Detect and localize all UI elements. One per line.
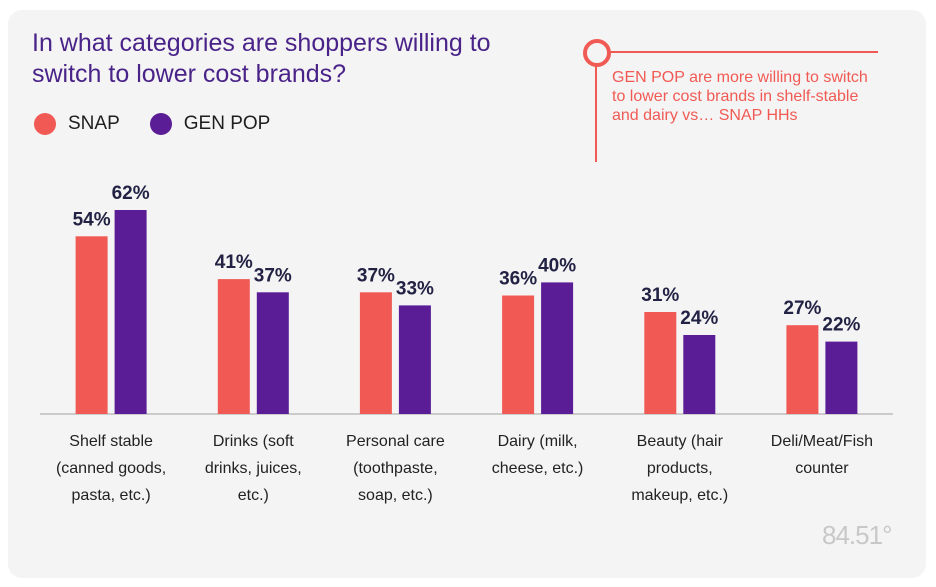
legend: SNAP GEN POP <box>34 113 300 135</box>
value-label-snap-3: 36% <box>499 269 537 290</box>
chart-title: In what categories are shoppers willing … <box>32 29 491 88</box>
legend-label-snap: SNAP <box>68 113 120 134</box>
bar-genpop-2 <box>398 305 431 414</box>
bar-genpop-5 <box>825 341 858 414</box>
category-label-4-line-1: products, <box>647 460 713 477</box>
brand-logo: 84.51° <box>822 520 892 550</box>
value-label-snap-5: 27% <box>783 298 821 319</box>
value-label-genpop-5: 22% <box>822 315 860 336</box>
legend-swatch-genpop <box>149 113 172 135</box>
value-label-genpop-4: 24% <box>680 308 718 329</box>
bar-snap-4 <box>644 312 677 414</box>
legend-item-genpop: GEN POP <box>149 113 271 135</box>
category-label-0-line-0: Shelf stable <box>69 433 153 450</box>
value-label-snap-1: 41% <box>215 252 253 273</box>
bar-genpop-0 <box>114 210 147 414</box>
value-label-genpop-1: 37% <box>254 265 292 286</box>
category-label-5-line-0: Deli/Meat/Fish <box>771 433 873 450</box>
category-label-1-line-1: drinks, juices, <box>205 460 302 477</box>
bar-genpop-3 <box>541 282 574 414</box>
bar-genpop-4 <box>683 335 716 414</box>
bar-snap-2 <box>359 292 392 414</box>
legend-swatch-snap <box>34 113 56 135</box>
category-label-0-line-2: pasta, etc.) <box>72 487 151 504</box>
bar-snap-0 <box>75 236 108 414</box>
value-label-genpop-2: 33% <box>396 278 434 299</box>
bar-snap-5 <box>786 325 819 414</box>
bar-snap-3 <box>502 295 535 414</box>
callout-connector <box>595 66 597 162</box>
category-label-2-line-2: soap, etc.) <box>358 487 433 504</box>
category-label-3-line-0: Dairy (milk, <box>498 433 578 450</box>
callout-line <box>606 51 878 53</box>
value-label-snap-2: 37% <box>357 265 395 286</box>
category-label-1-line-0: Drinks (soft <box>213 433 294 450</box>
category-label-2-line-1: (toothpaste, <box>353 460 438 477</box>
legend-item-snap: SNAP <box>34 113 120 135</box>
bar-genpop-1 <box>256 292 289 414</box>
value-label-genpop-3: 40% <box>538 255 576 276</box>
category-label-1-line-2: etc.) <box>238 487 269 504</box>
chart-card <box>8 10 926 578</box>
value-label-snap-0: 54% <box>73 209 111 230</box>
value-label-genpop-0: 62% <box>112 183 150 204</box>
category-label-2-line-0: Personal care <box>346 433 445 450</box>
category-label-3-line-1: cheese, etc.) <box>492 460 584 477</box>
callout-ring-icon <box>583 39 611 67</box>
category-label-4-line-2: makeup, etc.) <box>631 487 728 504</box>
legend-label-genpop: GEN POP <box>183 113 271 134</box>
bar-snap-1 <box>217 279 250 414</box>
category-label-4-line-0: Beauty (hair <box>637 433 724 450</box>
category-label-0-line-1: (canned goods, <box>56 460 166 477</box>
category-label-5-line-1: counter <box>795 460 849 477</box>
callout-text: GEN POP are more willing to switch to lo… <box>612 69 868 124</box>
value-label-snap-4: 31% <box>641 285 679 306</box>
